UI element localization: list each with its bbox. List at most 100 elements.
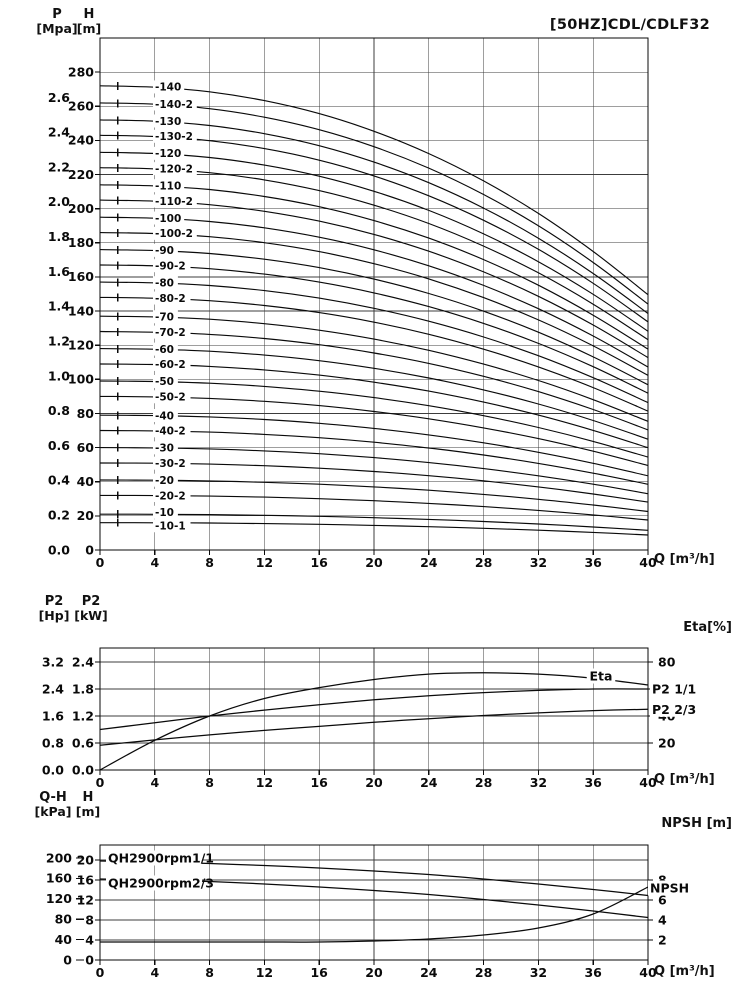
pressure-axis-symbol: P	[52, 7, 62, 22]
curve-label--130: -130	[155, 116, 181, 128]
hp-tick-0.0: 0.0	[42, 762, 64, 777]
h-tick-200: 200	[68, 201, 94, 216]
curve--110	[99, 184, 649, 350]
mpa-tick-1.8: 1.8	[48, 229, 70, 244]
x-tick-8: 8	[205, 555, 214, 570]
label-p2-1-1: P2 1/1	[652, 682, 696, 697]
curve-label--140-bg	[153, 80, 185, 94]
curve-label--50-2-bg	[153, 390, 191, 404]
label-p2-2-3: P2 2/3	[652, 702, 696, 717]
x-tick-20: 20	[365, 555, 383, 570]
x2-tick-36: 36	[584, 775, 602, 790]
h-tick-40: 40	[77, 474, 95, 489]
kw-tick-1.2: 1.2	[72, 708, 94, 723]
curve-label--60-2: -60-2	[155, 359, 186, 371]
curve-label--90: -90	[155, 245, 174, 257]
hp-tick-0.8: 0.8	[42, 735, 64, 750]
h-tick-120: 120	[68, 337, 94, 352]
label-qh-2900rpm-1-1: QH2900rpm1/1	[108, 851, 214, 866]
eta-tick-20: 20	[658, 735, 676, 750]
curve--10-1	[99, 522, 649, 536]
x2-tick-32: 32	[530, 775, 547, 790]
power-hp-unit: [Hp]	[38, 608, 70, 623]
curve--20	[99, 479, 649, 513]
h-tick-20: 20	[77, 508, 95, 523]
x3-tick-24: 24	[420, 965, 438, 980]
label-p2-1-1-bg	[650, 681, 701, 697]
x-tick-28: 28	[475, 555, 492, 570]
h-tick-100: 100	[68, 372, 94, 387]
x-tick-40: 40	[639, 555, 657, 570]
hp-tick-2.4: 2.4	[42, 681, 64, 696]
qh-kpa-symbol: Q-H	[39, 790, 67, 805]
curve-label--30: -30	[155, 443, 174, 455]
curve-label--70-bg	[153, 310, 178, 324]
curve--70	[99, 315, 649, 422]
h-tick-80: 80	[77, 406, 95, 421]
curve-label--110-2-bg	[153, 194, 197, 208]
x2-tick-8: 8	[205, 775, 214, 790]
hp-tick-1.6: 1.6	[42, 708, 64, 723]
curve-label--10-1: -10-1	[155, 521, 186, 533]
curve-NPSH	[100, 886, 649, 943]
x2-tick-28: 28	[475, 775, 492, 790]
curve-label--90-2-bg	[153, 259, 191, 273]
curve-label--60-bg	[153, 342, 178, 356]
x2-tick-12: 12	[256, 775, 273, 790]
top-left-axis-pressure-header: P [Mpa]	[36, 8, 78, 36]
label-npsh-bg	[648, 880, 684, 896]
x2-tick-40: 40	[639, 775, 657, 790]
npsh-axis-label: NPSH [m]	[661, 816, 732, 831]
curve-label--10-1-bg	[153, 519, 191, 533]
curve-P2-1-1	[99, 688, 649, 731]
x2-tick-4: 4	[150, 775, 159, 790]
x2-tick-0: 0	[96, 775, 105, 790]
h-tick-160: 160	[68, 269, 94, 284]
curve-Eta	[99, 672, 649, 771]
x3-tick-8: 8	[205, 965, 214, 980]
x-tick-4: 4	[150, 555, 159, 570]
curve-label--90-2: -90-2	[155, 260, 186, 272]
curve-label--20-bg	[153, 473, 178, 487]
curve-label--80-2-bg	[153, 291, 191, 305]
curve-label--20-2: -20-2	[155, 490, 186, 502]
h-tick-220: 220	[68, 167, 94, 182]
curve--140	[99, 85, 649, 296]
bottom-left-axis-kpa-header: Q-H [kPa]	[30, 791, 76, 819]
curve--50	[99, 380, 649, 458]
label-p2-2-3-bg	[650, 701, 701, 717]
m-tick-20: 20	[77, 852, 95, 867]
curve--90-2	[99, 264, 649, 394]
curve-label--110-bg	[153, 179, 185, 193]
mpa-tick-2.4: 2.4	[48, 125, 70, 140]
label-eta: Eta	[590, 669, 613, 684]
qh-kpa-unit: [kPa]	[34, 804, 72, 819]
label-qh-2900rpm-1-1-bg	[106, 850, 202, 866]
m-tick-8: 8	[85, 912, 94, 927]
curve--120	[99, 151, 649, 332]
curve-label--100-bg	[153, 211, 185, 225]
mpa-tick-0.4: 0.4	[48, 473, 70, 488]
label-npsh: NPSH	[650, 881, 689, 896]
kpa-tick-40: 40	[55, 932, 73, 947]
eta-tick-80: 80	[658, 654, 676, 669]
npsh-tick-6: 6	[658, 892, 667, 907]
x2-tick-24: 24	[420, 775, 438, 790]
npsh-tick-2: 2	[658, 932, 667, 947]
head-axis-symbol: H	[83, 7, 95, 22]
curve-label--50-bg	[153, 374, 178, 388]
x-tick-12: 12	[256, 555, 273, 570]
curve-label--10: -10	[155, 507, 174, 519]
power-hp-symbol: P2	[44, 594, 64, 609]
curve--60	[99, 348, 649, 440]
h-tick-60: 60	[77, 440, 95, 455]
x3-tick-20: 20	[365, 965, 383, 980]
top-left-axis-head-header: H [m]	[74, 8, 104, 36]
curve--70-2	[99, 330, 649, 431]
curve-label--120-2: -120-2	[155, 163, 193, 175]
mpa-tick-1.2: 1.2	[48, 333, 70, 348]
curve--10	[99, 513, 649, 531]
power-kw-symbol: P2	[81, 594, 101, 609]
curve-label--100-2: -100-2	[155, 228, 193, 240]
